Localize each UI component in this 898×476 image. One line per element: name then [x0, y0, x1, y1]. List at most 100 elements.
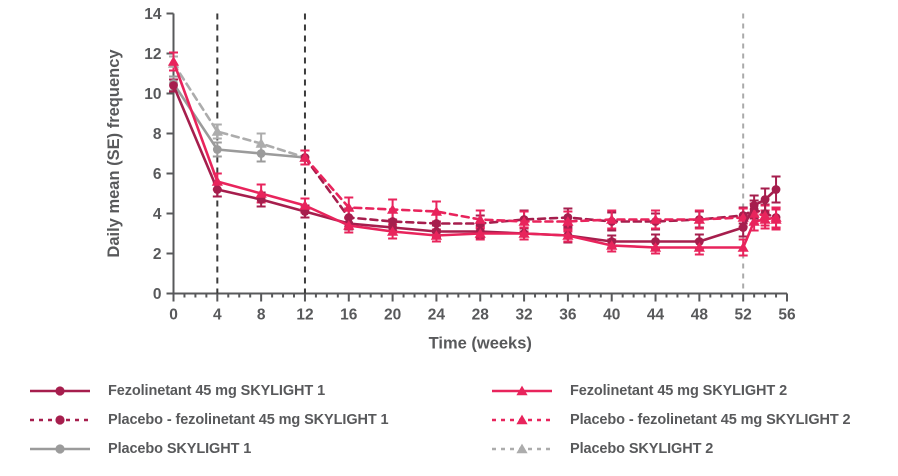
marker-triangle	[474, 228, 486, 238]
x-tick-label: 52	[735, 307, 752, 324]
y-tick-label: 8	[153, 126, 162, 143]
marker-triangle	[299, 200, 311, 210]
x-tick-label: 36	[559, 307, 577, 324]
marker-triangle	[649, 242, 662, 252]
x-axis-title: Time (weeks)	[429, 335, 532, 353]
x-tick-label: 4	[213, 307, 222, 324]
x-tick-label: 48	[691, 307, 709, 324]
x-tick-label: 12	[296, 307, 313, 324]
legend-column-right: Fezolinetant 45 mg SKYLIGHT 2 Placebo - f…	[488, 376, 851, 463]
legend-item-label: Placebo SKYLIGHT 2	[570, 440, 714, 457]
marker-triangle	[474, 214, 486, 224]
marker-triangle	[343, 220, 355, 230]
legend-key-icon	[30, 414, 90, 425]
legend-item[interactable]: Placebo SKYLIGHT 1	[26, 434, 389, 463]
series-pbo1	[169, 79, 310, 162]
x-tick-label: 32	[515, 307, 532, 324]
marker-triangle	[770, 212, 782, 222]
marker-triangle	[211, 126, 223, 136]
marker-triangle	[255, 188, 267, 198]
y-tick-label: 14	[144, 6, 162, 23]
legend-key	[488, 440, 556, 458]
y-tick-label: 10	[144, 86, 161, 103]
series-line	[172, 82, 307, 159]
x-tick-label: 28	[472, 307, 490, 324]
marker-triangle	[518, 228, 530, 238]
marker-circle	[169, 81, 178, 90]
series-line	[303, 156, 778, 223]
x-tick-label: 16	[340, 307, 358, 324]
legend-marker-triangle	[516, 414, 528, 424]
series-pbo2	[167, 58, 311, 162]
marker-triangle	[606, 240, 618, 250]
marker-triangle	[562, 216, 574, 226]
error-bars-fezo1	[169, 78, 781, 250]
legend-key	[26, 440, 94, 458]
x-tick-label: 44	[647, 307, 665, 324]
legend-key	[26, 411, 94, 429]
x-tick-label: 8	[257, 307, 266, 324]
marker-triangle	[211, 176, 223, 186]
legend-key-icon	[492, 385, 552, 395]
legend-item-label: Placebo - fezolinetant 45 mg SKYLIGHT 2	[570, 411, 851, 428]
marker-triangle	[759, 214, 771, 224]
legend-key-icon	[30, 385, 90, 396]
marker-triangle	[255, 138, 267, 148]
legend-key-icon	[492, 414, 552, 424]
legend-item-label: Placebo - fezolinetant 45 mg SKYLIGHT 1	[108, 411, 389, 428]
marker-circle	[212, 185, 222, 194]
legend-item[interactable]: Placebo - fezolinetant 45 mg SKYLIGHT 2	[488, 405, 851, 434]
y-tick-label: 12	[144, 46, 161, 63]
marker-circle	[771, 185, 781, 194]
marker-triangle	[430, 206, 443, 216]
marker-triangle	[299, 152, 311, 162]
marker-circle	[256, 149, 266, 158]
legend-marker-triangle	[516, 385, 528, 395]
legend-marker-circle	[55, 443, 65, 454]
chart-legend: Fezolinetant 45 mg SKYLIGHT 1 Placebo - f…	[0, 376, 898, 476]
marker-triangle	[167, 56, 180, 66]
marker-triangle	[649, 214, 662, 224]
y-tick-label: 6	[153, 166, 162, 183]
x-tick-label: 24	[428, 307, 446, 324]
marker-triangle	[737, 242, 749, 252]
legend-item-label: Placebo SKYLIGHT 1	[108, 440, 252, 457]
x-tick-label: 56	[778, 307, 796, 324]
marker-triangle	[343, 202, 355, 212]
legend-item[interactable]: Fezolinetant 45 mg SKYLIGHT 2	[488, 376, 851, 405]
marker-circle	[212, 145, 222, 154]
legend-item[interactable]: Placebo SKYLIGHT 2	[488, 434, 851, 463]
legend-key	[26, 382, 94, 400]
y-axis-title: Daily mean (SE) frequency	[105, 49, 123, 258]
marker-circle	[432, 219, 441, 228]
marker-triangle	[606, 214, 618, 224]
legend-item-label: Fezolinetant 45 mg SKYLIGHT 1	[108, 382, 326, 399]
marker-triangle	[387, 226, 399, 236]
series-line	[303, 156, 778, 225]
legend-marker-circle	[55, 414, 65, 425]
legend-key	[488, 382, 556, 400]
legend-key-icon	[492, 443, 552, 453]
legend-item[interactable]: Fezolinetant 45 mg SKYLIGHT 1	[26, 376, 389, 405]
marker-circle	[749, 201, 759, 210]
series-fezo2	[167, 56, 782, 252]
y-tick-label: 4	[153, 206, 162, 223]
marker-circle	[694, 237, 704, 246]
marker-triangle	[518, 216, 530, 226]
marker-circle	[738, 223, 748, 232]
legend-marker-circle	[55, 385, 65, 396]
legend-item[interactable]: Placebo - fezolinetant 45 mg SKYLIGHT 1	[26, 405, 389, 434]
marker-triangle	[748, 216, 760, 226]
marker-triangle	[387, 204, 399, 214]
marker-circle	[760, 195, 770, 204]
marker-triangle	[562, 230, 574, 240]
x-tick-label: 0	[169, 307, 178, 324]
series-pbofezo2	[299, 152, 782, 226]
series-pbofezo1	[300, 153, 781, 228]
legend-key-icon	[30, 443, 90, 454]
y-tick-label: 2	[153, 246, 162, 263]
legend-marker-triangle	[516, 443, 528, 453]
x-tick-label: 40	[603, 307, 620, 324]
x-tick-label: 20	[384, 307, 401, 324]
